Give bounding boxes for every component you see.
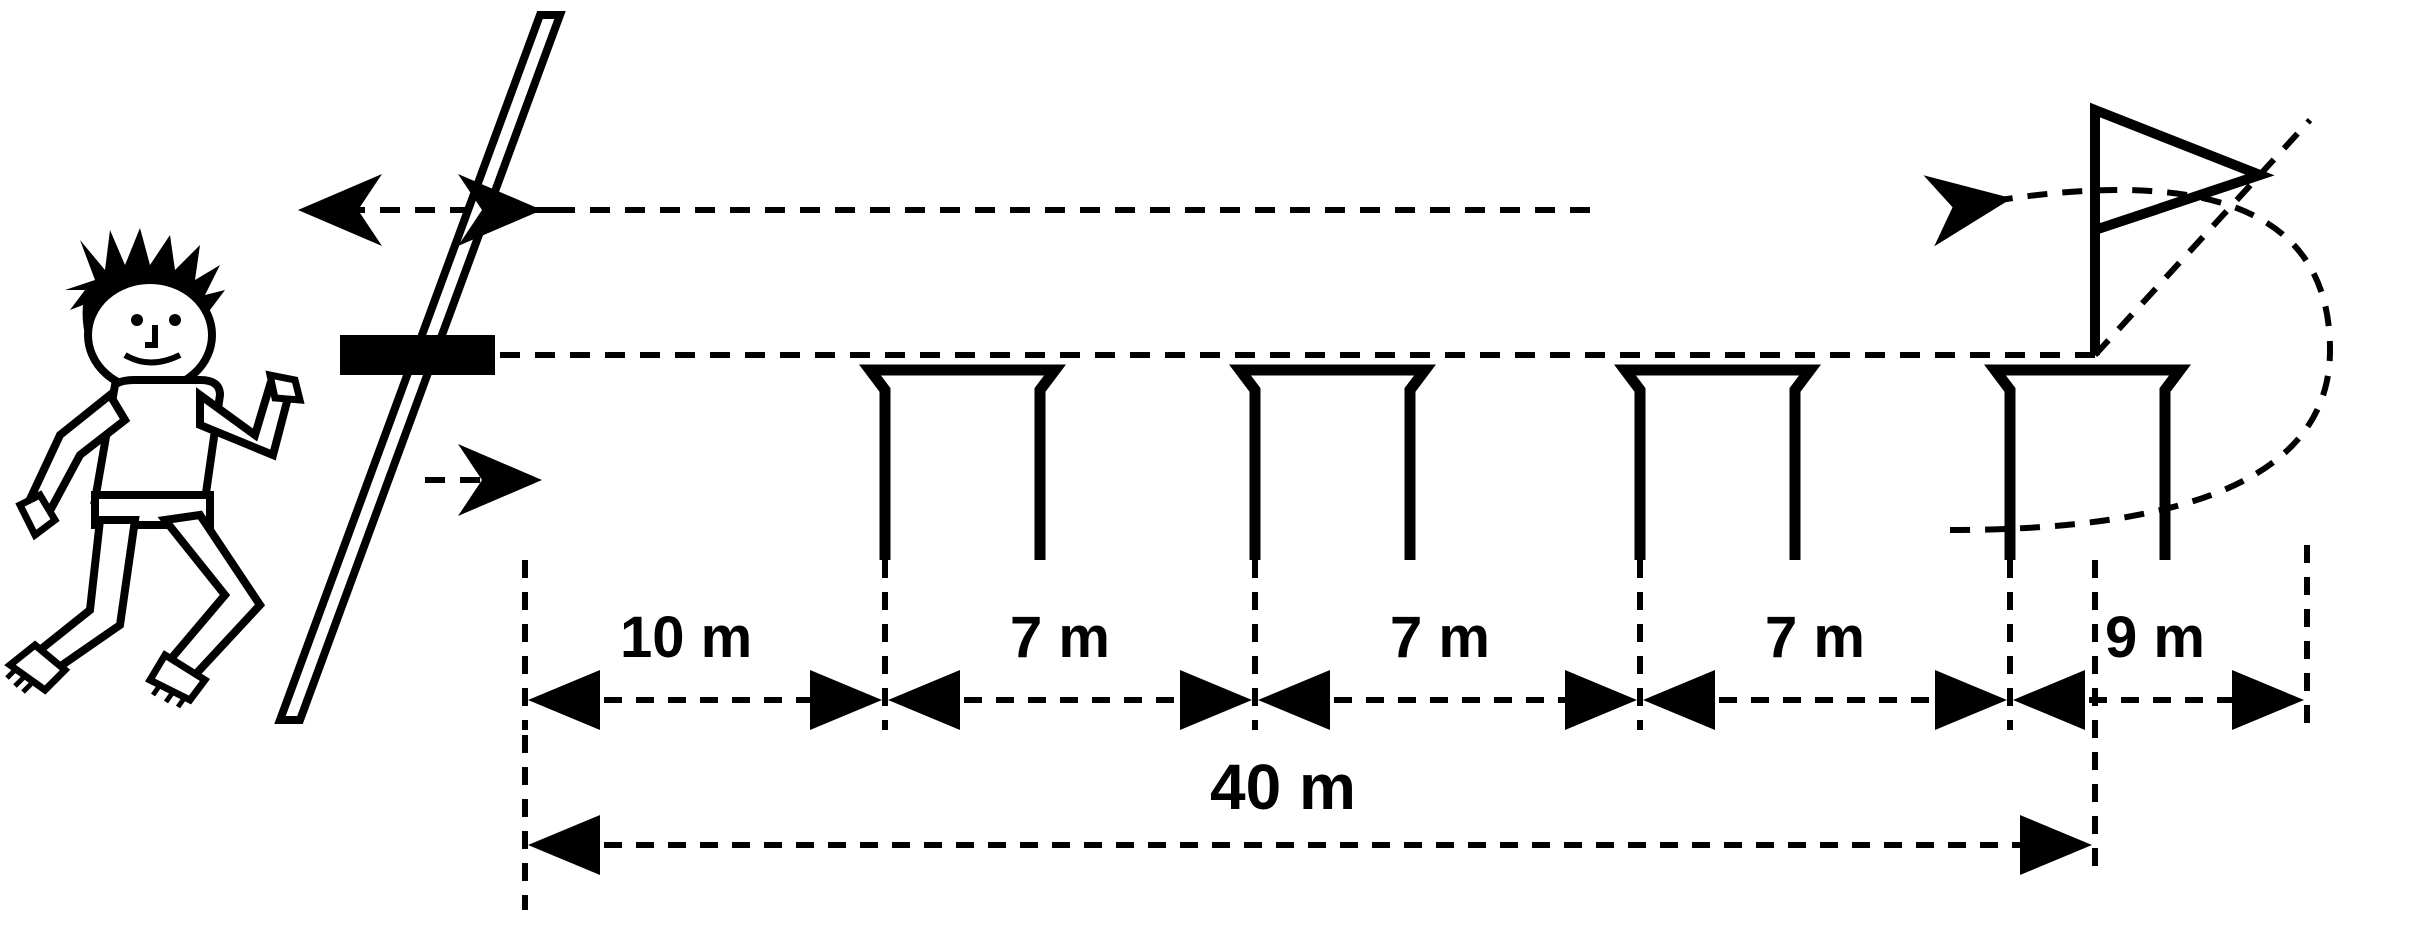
runner-figure — [7, 228, 300, 707]
turnaround-flag — [2095, 110, 2260, 355]
segment-label-2: 7 m — [1010, 604, 1110, 671]
segment-label-3: 7 m — [1390, 604, 1490, 671]
hurdle-3 — [1625, 370, 1810, 560]
segment-label-1: 10 m — [620, 604, 752, 671]
hurdle-2 — [1240, 370, 1425, 560]
hurdle-course-diagram: 10 m 7 m 7 m 7 m 9 m 40 m — [0, 0, 2433, 926]
runner-leg-front — [165, 515, 260, 675]
hurdle-4 — [1995, 370, 2180, 560]
runner-leg-back — [40, 520, 135, 670]
total-label: 40 m — [1210, 750, 1356, 824]
segment-label-4: 7 m — [1765, 604, 1865, 671]
segment-label-5: 9 m — [2105, 604, 2205, 671]
start-marker — [340, 335, 495, 375]
runner-eye — [131, 314, 143, 326]
runner-face — [88, 280, 212, 390]
hurdle-1 — [870, 370, 1055, 560]
runner-eye — [169, 314, 181, 326]
runner-hand-right — [270, 375, 300, 400]
